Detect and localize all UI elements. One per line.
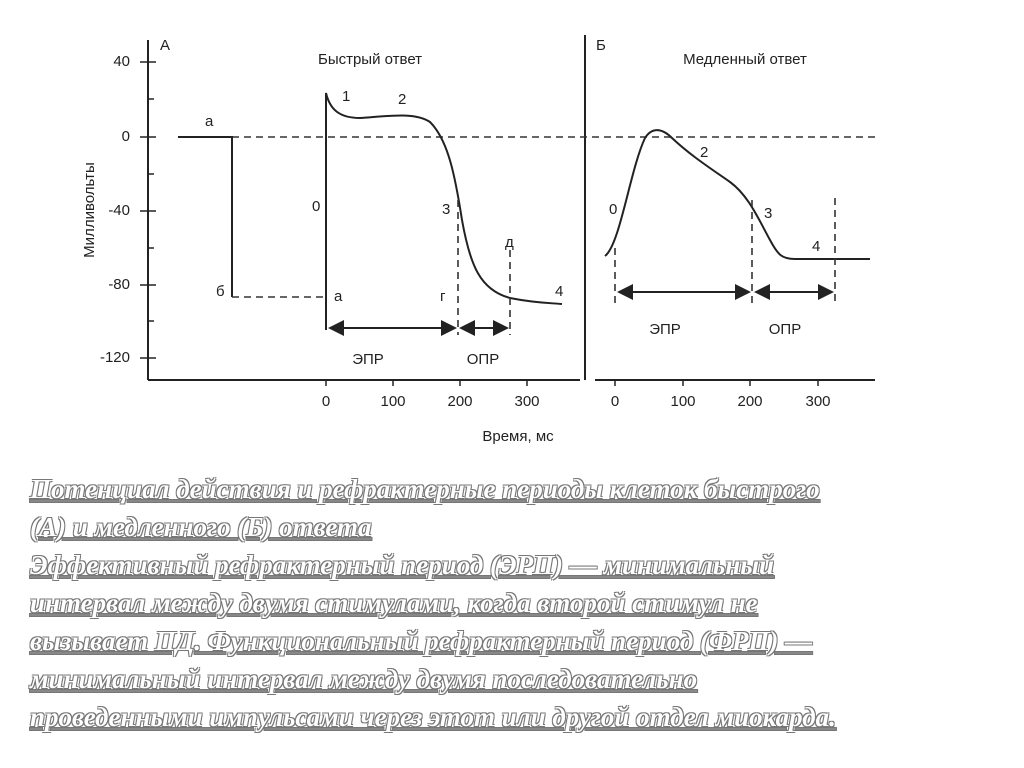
x-tick-label: 0 (322, 393, 330, 410)
x-tick-label: 0 (611, 393, 619, 410)
axes (140, 35, 875, 386)
curve-label: 3 (442, 201, 450, 218)
curve-label: 0 (312, 198, 320, 215)
curve-label: 3 (764, 205, 772, 222)
caption-line: Эффективный рефрактерный период (ЭРП) — … (30, 550, 775, 580)
curve-label: 4 (555, 283, 563, 300)
curve-label: д (505, 234, 514, 251)
slow-response-curve (604, 129, 870, 305)
panel-title: Быстрый ответ (318, 51, 422, 68)
period-label: ЭПР (352, 351, 384, 368)
curve-label: г (440, 288, 446, 305)
panel-letter: А (160, 37, 170, 54)
x-tick-label: 100 (670, 393, 695, 410)
curve-label: а (334, 288, 343, 305)
curve-label: а (205, 113, 214, 130)
x-tick-label: 100 (380, 393, 405, 410)
x-axis-label: Время, мс (482, 428, 554, 445)
y-tick-label: 0 (122, 128, 130, 145)
caption-line: вызывает ПД. Функциональный рефрактерный… (30, 626, 813, 656)
curve-label: 0 (609, 201, 617, 218)
caption-line: минимальный интервал между двумя последо… (30, 664, 698, 694)
curve-label: б (216, 283, 225, 300)
panel-letter: Б (596, 37, 606, 54)
panel-title: Медленный ответ (683, 51, 807, 68)
curve-label: 4 (812, 238, 820, 255)
figure: 40 0 -40 -80 -120 Милливольты Время, мс … (81, 35, 875, 445)
y-tick-label: -40 (108, 202, 130, 219)
x-tick-label: 300 (514, 393, 539, 410)
y-axis-label: Милливольты (81, 162, 98, 258)
period-label: ОПР (467, 351, 499, 368)
x-tick-label: 200 (447, 393, 472, 410)
curve-label: 2 (700, 144, 708, 161)
curve-label: 2 (398, 91, 406, 108)
caption: Потенциал действия и рефрактерные период… (30, 470, 1010, 736)
fast-response-curve (178, 92, 563, 336)
y-tick-label: -120 (100, 349, 130, 366)
caption-line: (А) и медленного (Б) ответа (30, 512, 372, 542)
y-tick-label: -80 (108, 276, 130, 293)
caption-line: Потенциал действия и рефрактерные период… (30, 474, 820, 504)
x-tick-label: 300 (805, 393, 830, 410)
period-label: ЭПР (649, 321, 681, 338)
y-tick-label: 40 (113, 53, 130, 70)
x-tick-label: 200 (737, 393, 762, 410)
caption-line: проведенными импульсами через этот или д… (30, 702, 836, 732)
caption-line: интервал между двумя стимулами, когда вт… (30, 588, 758, 618)
curve-label: 1 (342, 88, 350, 105)
period-label: ОПР (769, 321, 801, 338)
